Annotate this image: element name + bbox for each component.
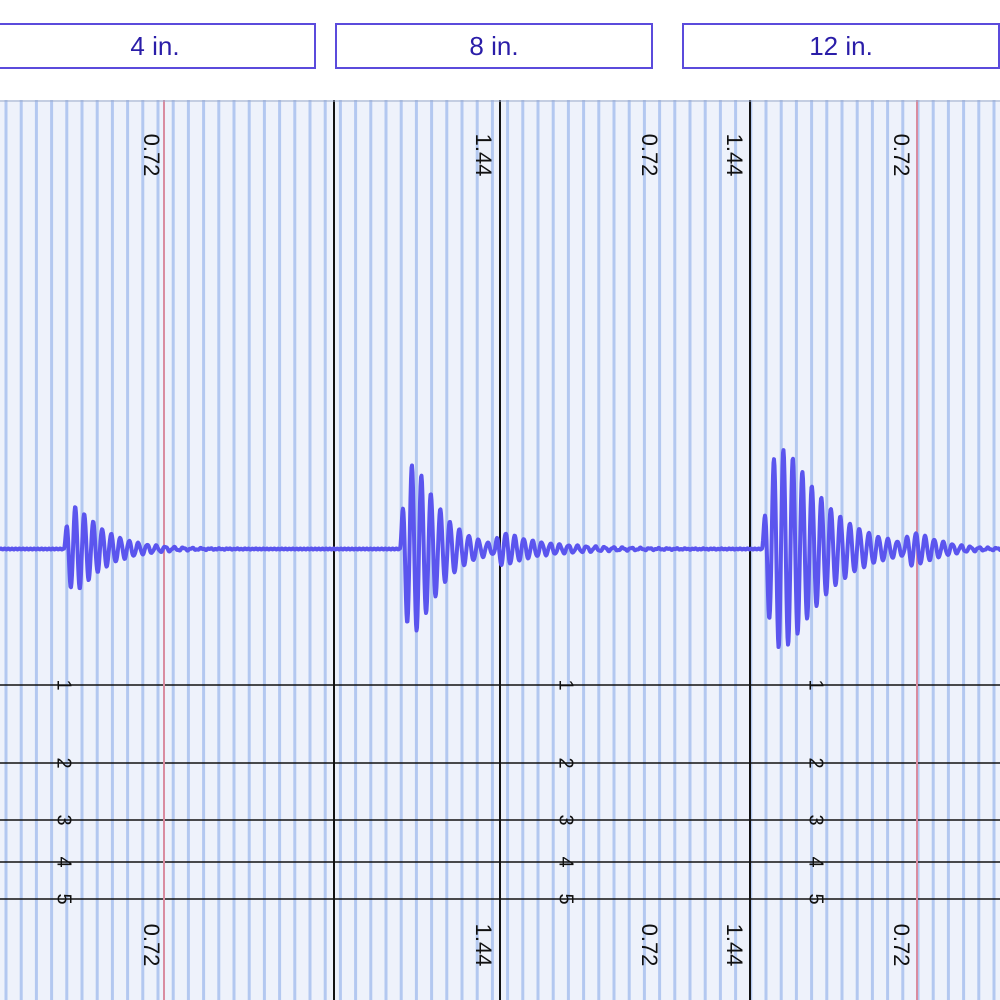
waveform-trace-2	[332, 463, 752, 633]
amplitude-scale-label: 5	[555, 893, 577, 904]
seismogram-plot: 0.72 0.72 1.44 1.44 0.72 0.72 1.44 1.44 0.72 0.72…	[0, 100, 1000, 1000]
amplitude-scale-label: 5	[53, 893, 75, 904]
time-marker-label-bottom: 0.72	[889, 924, 914, 967]
tab-4-in[interactable]: 4 in.	[0, 23, 316, 69]
amplitude-scale-label: 1	[53, 679, 75, 690]
time-marker-label-top: 1.44	[722, 134, 747, 177]
amplitude-scale-label: 1	[555, 679, 577, 690]
amplitude-scale-label: 2	[805, 757, 827, 768]
time-marker-label-bottom: 1.44	[471, 924, 496, 967]
amplitude-scale-label: 4	[805, 856, 827, 867]
amplitude-scale-label: 2	[53, 757, 75, 768]
waveform-trace-1	[0, 505, 336, 591]
amplitude-scale-label: 3	[555, 814, 577, 825]
amplitude-scale-label: 2	[555, 757, 577, 768]
amplitude-scale-label: 3	[805, 814, 827, 825]
time-marker-label-top: 0.72	[637, 134, 662, 177]
tab-8-in[interactable]: 8 in.	[335, 23, 653, 69]
distance-tab-bar: 4 in. 8 in. 12 in.	[0, 0, 1000, 100]
time-marker-label-top: 0.72	[889, 134, 914, 177]
time-marker-label-top: 0.72	[139, 134, 164, 177]
seismogram-svg: 0.72 0.72 1.44 1.44 0.72 0.72 1.44 1.44 0.72 0.72…	[0, 100, 1000, 1000]
time-marker-label-top: 1.44	[471, 134, 496, 177]
time-marker-label-bottom: 1.44	[722, 924, 747, 967]
amplitude-scale-label: 1	[805, 679, 827, 690]
amplitude-scale-label: 5	[805, 893, 827, 904]
amplitude-scale-label: 4	[555, 856, 577, 867]
amplitude-scale-label: 4	[53, 856, 75, 867]
amplitude-scale-label: 3	[53, 814, 75, 825]
waveform-trace-3	[748, 448, 1000, 649]
time-marker-label-bottom: 0.72	[637, 924, 662, 967]
time-marker-label-bottom: 0.72	[139, 924, 164, 967]
tab-12-in[interactable]: 12 in.	[682, 23, 1000, 69]
